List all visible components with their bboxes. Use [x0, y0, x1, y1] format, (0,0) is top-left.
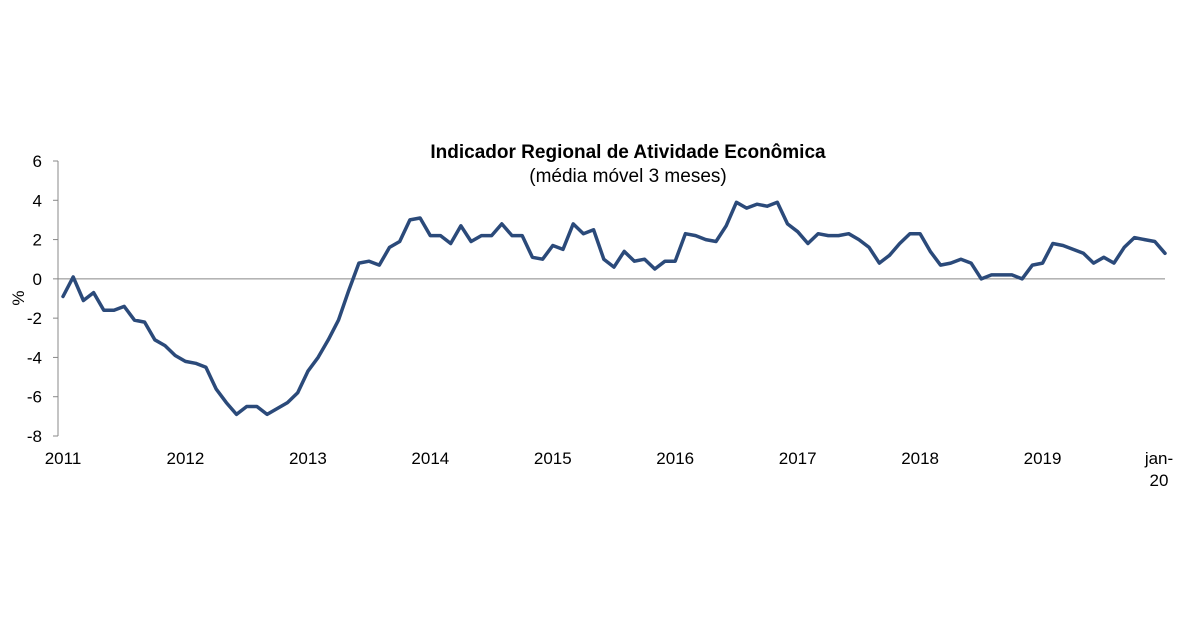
- x-tick-label: 2014: [411, 449, 449, 468]
- x-tick-label: 2013: [289, 449, 327, 468]
- x-tick-label: 2017: [779, 449, 817, 468]
- y-tick-label: -8: [27, 427, 42, 446]
- y-tick-label: -6: [27, 388, 42, 407]
- x-axis-ticks: 2011 2012 2013 2014 2015 2016 2017 2018 2019 jan-…: [45, 449, 1173, 490]
- y-tick-label: -2: [27, 309, 42, 328]
- chart-subtitle: (média móvel 3 meses): [529, 166, 726, 187]
- y-tick-label: 4: [33, 191, 42, 210]
- x-tick-label: 2016: [656, 449, 694, 468]
- y-tick-label: 0: [33, 270, 42, 289]
- x-tick-label: 2011: [45, 449, 82, 468]
- x-tick-label-last-line1: jan-: [1144, 449, 1173, 468]
- axes: [57, 161, 1165, 436]
- x-tick-label: 2018: [901, 449, 939, 468]
- x-tick-label: 2012: [167, 449, 205, 468]
- y-tick-label: -4: [27, 348, 42, 367]
- y-tick-label: 2: [33, 231, 42, 250]
- x-tick-label: 2015: [534, 449, 572, 468]
- y-axis-ticks: 6 4 2 0 -2 -4 -6 -8: [27, 152, 58, 446]
- x-tick-label: 2019: [1024, 449, 1062, 468]
- series-line: [61, 200, 1167, 417]
- chart-title: Indicador Regional de Atividade Econômic…: [430, 142, 826, 163]
- y-axis-label: %: [9, 290, 28, 305]
- x-tick-label-last-line2: 20: [1150, 471, 1169, 490]
- y-tick-label: 6: [33, 152, 42, 171]
